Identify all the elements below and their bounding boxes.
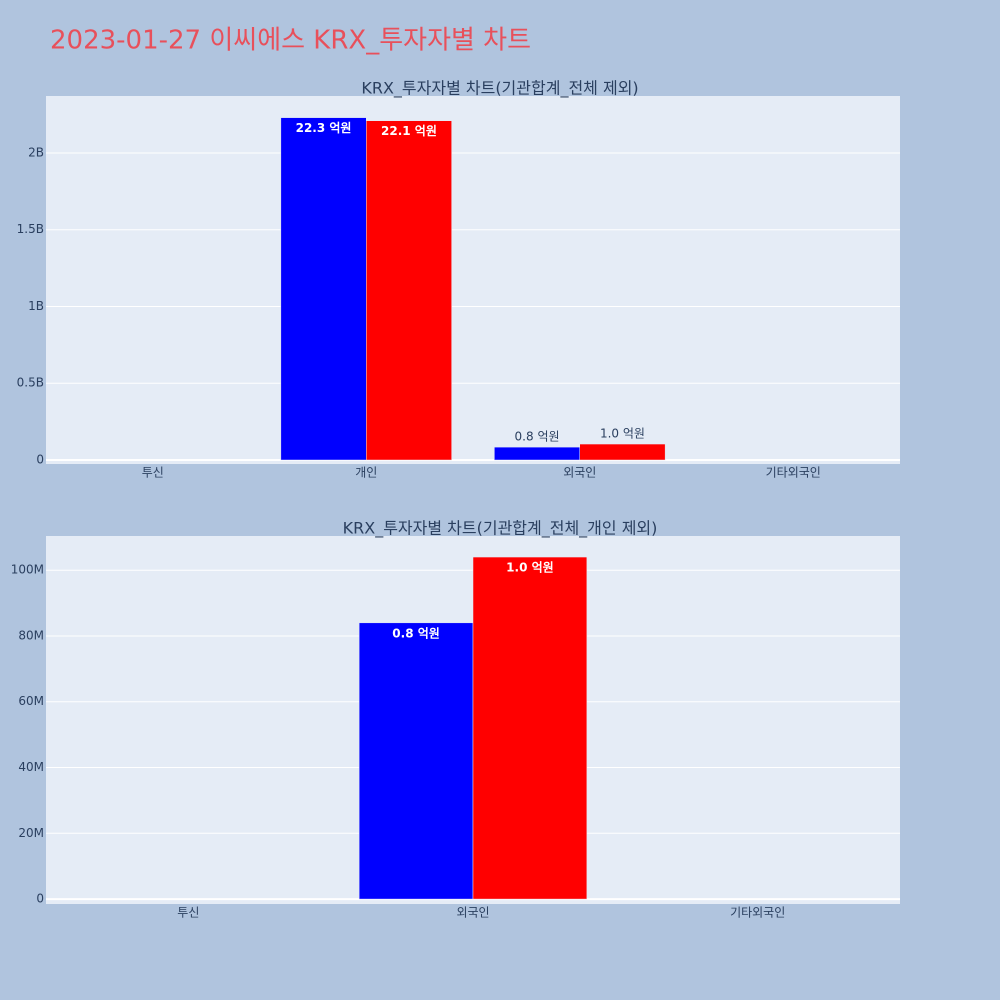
y-tick-label: 0 [36,892,44,906]
page-title: 2023-01-27 이씨에스 KRX_투자자별 차트 [50,26,531,56]
bar [366,120,452,461]
value-label: 0.8 억원 [392,626,440,640]
x-tick-label: 외국인 [456,906,489,920]
chart-title: KRX_투자자별 차트(기관합계_전체 제외) [361,79,638,99]
bar [494,446,581,461]
y-tick-label: 0.5B [17,376,44,390]
y-tick-label: 0 [36,453,44,467]
value-label: 22.3 억원 [296,121,352,135]
y-tick-label: 2B [28,145,44,159]
bar [472,556,588,900]
value-label: 22.1 억원 [381,124,437,138]
bar [280,117,367,461]
value-label: 0.8 억원 [515,430,560,444]
x-tick-label: 투신 [177,906,199,920]
y-tick-label: 100M [11,563,44,577]
y-tick-label: 20M [18,826,44,840]
bar [579,443,666,461]
x-tick-label: 외국인 [563,466,596,480]
value-label: 1.0 억원 [600,427,645,441]
bar [358,622,474,900]
y-tick-label: 1B [28,299,44,313]
y-tick-label: 1.5B [17,222,44,236]
plot-area [46,96,900,464]
value-label: 1.0 억원 [506,561,554,575]
chart-title: KRX_투자자별 차트(기관합계_전체_개인 제외) [343,519,658,539]
y-tick-label: 80M [18,628,44,642]
y-tick-label: 60M [18,694,44,708]
x-tick-label: 기타외국인 [730,906,785,920]
y-tick-label: 40M [18,760,44,774]
x-tick-label: 투신 [142,466,164,480]
x-tick-label: 개인 [355,466,377,480]
x-tick-label: 기타외국인 [766,466,821,480]
